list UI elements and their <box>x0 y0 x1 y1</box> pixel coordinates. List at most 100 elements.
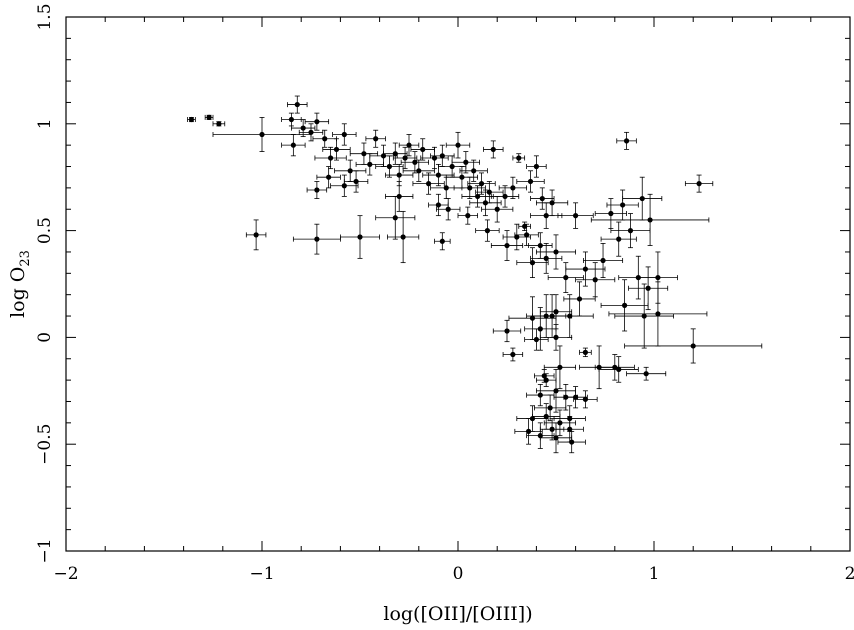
data-point <box>614 283 674 349</box>
data-point <box>583 243 624 278</box>
point-marker <box>600 257 606 264</box>
point-marker <box>341 131 347 138</box>
data-point <box>245 219 267 251</box>
y-tick-label: 0.5 <box>35 217 55 244</box>
point-marker <box>696 181 702 187</box>
point-marker <box>288 116 294 123</box>
point-marker <box>569 439 575 445</box>
point-marker <box>547 405 553 411</box>
point-marker <box>549 200 555 206</box>
point-marker <box>402 155 408 161</box>
data-point <box>628 266 669 311</box>
point-marker <box>655 274 661 281</box>
point-marker <box>549 426 555 432</box>
point-marker <box>557 364 563 370</box>
data-point <box>330 174 359 197</box>
data-point <box>469 189 502 217</box>
data-point <box>383 142 408 165</box>
data-point <box>502 347 524 362</box>
point-marker <box>459 174 465 180</box>
data-point <box>490 185 520 208</box>
data-points <box>187 95 763 454</box>
data-point <box>402 159 435 182</box>
point-marker <box>353 178 359 185</box>
y-tick-label: 1 <box>35 118 55 129</box>
point-marker <box>573 213 579 219</box>
axis-ticks <box>65 16 851 552</box>
data-point <box>616 131 637 150</box>
point-marker <box>347 168 353 174</box>
point-marker <box>188 116 195 123</box>
point-marker <box>623 138 630 144</box>
x-tick-labels: −2 −1 0 1 2 <box>53 564 854 584</box>
x-tick-label: 1 <box>649 564 660 584</box>
data-point <box>412 172 445 195</box>
data-point <box>539 418 565 441</box>
point-marker <box>333 146 340 153</box>
point-marker <box>259 131 265 138</box>
data-point <box>355 153 384 176</box>
point-marker <box>622 302 628 308</box>
point-marker <box>612 364 618 370</box>
x-tick-label: 0 <box>453 564 464 584</box>
data-point <box>598 356 639 383</box>
point-marker <box>341 183 347 189</box>
point-marker <box>439 153 445 159</box>
point-marker <box>449 163 455 170</box>
point-marker <box>465 213 471 219</box>
x-tick-label: −1 <box>249 564 274 584</box>
point-marker <box>641 313 647 319</box>
data-point <box>563 386 588 409</box>
point-marker <box>328 155 334 161</box>
point-marker <box>553 388 559 394</box>
data-point <box>594 354 635 381</box>
point-marker <box>533 336 540 343</box>
data-point <box>526 155 547 178</box>
data-point <box>387 210 420 264</box>
point-marker <box>504 328 510 334</box>
data-point <box>516 170 545 193</box>
data-point <box>339 215 381 259</box>
data-point <box>343 170 369 193</box>
point-marker <box>563 274 569 281</box>
point-marker <box>475 193 481 200</box>
data-point <box>287 95 308 114</box>
point-marker <box>582 396 589 402</box>
data-point <box>516 247 549 278</box>
point-marker <box>439 238 445 244</box>
point-marker <box>216 121 222 127</box>
point-marker <box>557 420 563 426</box>
point-marker <box>537 392 543 398</box>
data-point <box>524 328 549 351</box>
point-marker <box>527 178 534 185</box>
data-point <box>467 172 496 195</box>
point-marker <box>643 371 649 377</box>
point-marker <box>645 285 651 291</box>
data-point <box>532 294 573 338</box>
data-point <box>530 202 563 229</box>
data-point <box>600 221 637 257</box>
data-point <box>459 159 488 182</box>
y-tick-label: 0 <box>35 332 55 343</box>
data-point <box>204 114 214 120</box>
point-marker <box>445 206 451 212</box>
y-tick-label: 1.5 <box>35 3 55 30</box>
point-marker <box>553 435 559 441</box>
data-point <box>543 345 576 390</box>
data-point <box>563 281 596 317</box>
data-point <box>684 174 714 193</box>
point-marker <box>471 168 477 174</box>
data-point <box>539 294 573 330</box>
point-marker <box>420 146 426 153</box>
point-marker <box>300 125 306 131</box>
point-marker <box>435 202 441 208</box>
data-point <box>314 146 347 170</box>
point-marker <box>533 163 540 170</box>
data-point <box>375 155 404 178</box>
point-marker <box>455 142 461 148</box>
data-point <box>626 366 667 381</box>
data-point <box>608 281 708 347</box>
data-point <box>590 193 710 246</box>
point-marker <box>537 242 543 249</box>
point-marker <box>655 311 661 317</box>
